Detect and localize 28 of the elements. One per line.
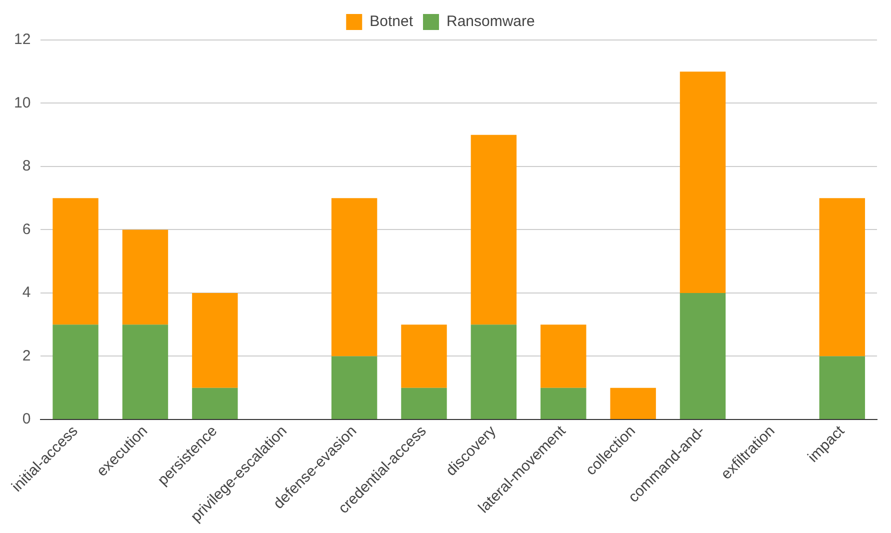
bar <box>540 324 586 388</box>
bar <box>819 356 866 419</box>
y-tick-label: 12 <box>14 31 31 48</box>
bar <box>610 388 656 419</box>
bar <box>540 388 586 419</box>
bar <box>52 324 98 419</box>
bar <box>331 198 378 356</box>
bar <box>819 198 866 356</box>
bar <box>52 198 98 325</box>
bar <box>680 72 726 293</box>
legend-label: Ransomware <box>446 13 535 30</box>
bar <box>122 230 168 325</box>
y-tick-label: 10 <box>14 94 31 112</box>
bar <box>680 292 726 419</box>
bar <box>401 388 447 419</box>
bar <box>331 356 378 419</box>
y-tick-label: 0 <box>22 410 31 428</box>
y-tick-label: 8 <box>22 158 31 175</box>
y-tick-label: 2 <box>22 347 31 364</box>
bar <box>470 134 517 325</box>
legend-label: Botnet <box>370 13 414 30</box>
bar <box>470 324 517 419</box>
bar <box>192 388 238 419</box>
bar <box>122 324 168 419</box>
y-tick-label: 4 <box>22 284 31 302</box>
y-tick-label: 6 <box>22 220 31 238</box>
bar <box>192 292 238 388</box>
bar <box>401 324 447 388</box>
